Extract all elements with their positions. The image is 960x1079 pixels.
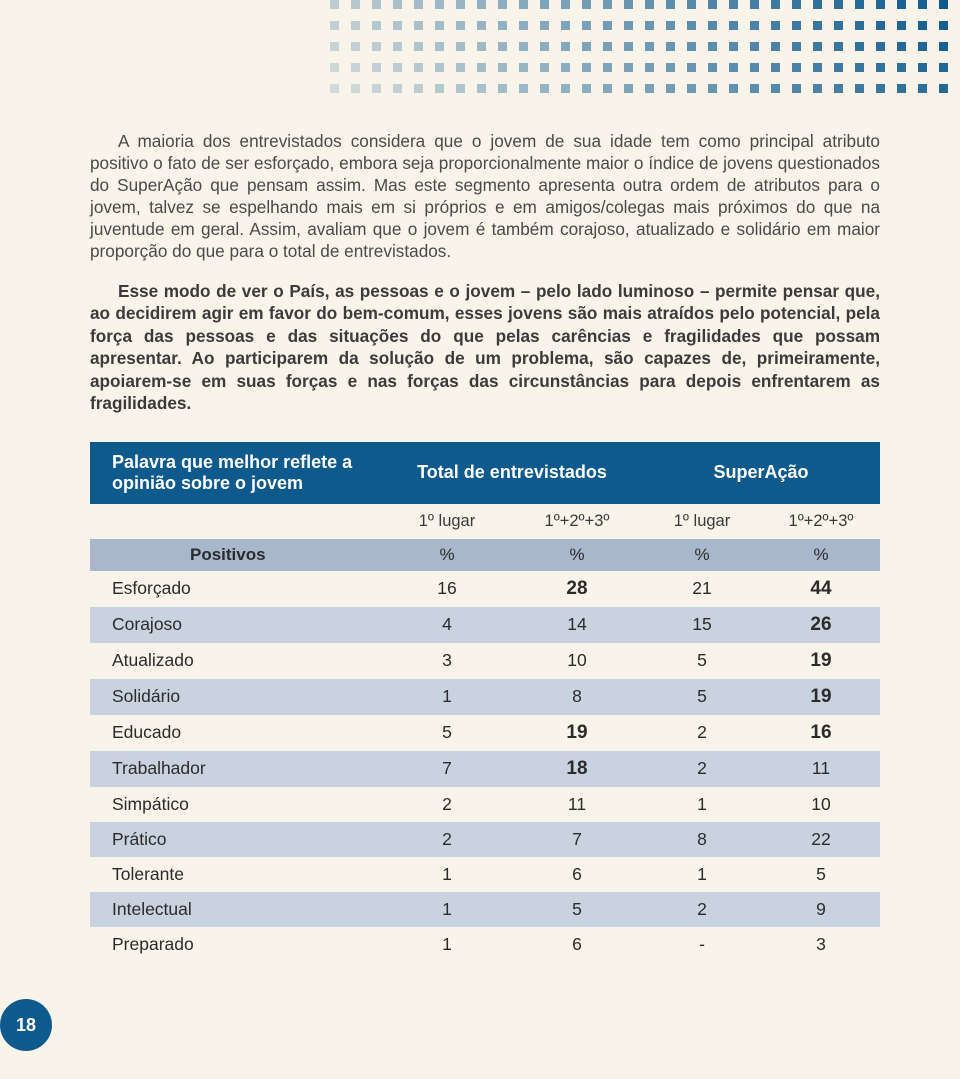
table-row: Preparado16-3 bbox=[90, 927, 880, 962]
subheader-c3: 1º lugar bbox=[642, 512, 762, 531]
row-c3: 2 bbox=[642, 899, 762, 920]
table-header-left: Palavra que melhor reflete a opinião sob… bbox=[112, 452, 382, 493]
table-row: Esforçado16282144 bbox=[90, 571, 880, 607]
row-c4: 16 bbox=[762, 722, 880, 744]
row-c4: 19 bbox=[762, 686, 880, 708]
row-c1: 4 bbox=[382, 614, 512, 635]
table-row: Educado519216 bbox=[90, 715, 880, 751]
row-c3: 2 bbox=[642, 758, 762, 779]
row-c4: 19 bbox=[762, 650, 880, 672]
table-header-row: Palavra que melhor reflete a opinião sob… bbox=[90, 442, 880, 503]
row-c2: 6 bbox=[512, 864, 642, 885]
row-label: Intelectual bbox=[112, 899, 382, 920]
row-c1: 1 bbox=[382, 864, 512, 885]
row-c2: 10 bbox=[512, 650, 642, 671]
table-row: Trabalhador718211 bbox=[90, 751, 880, 787]
row-label: Preparado bbox=[112, 934, 382, 955]
paragraph-1: A maioria dos entrevistados considera qu… bbox=[90, 130, 880, 262]
row-c4: 26 bbox=[762, 614, 880, 636]
row-c3: 2 bbox=[642, 722, 762, 743]
table-row: Simpático211110 bbox=[90, 787, 880, 822]
row-label: Tolerante bbox=[112, 864, 382, 885]
table-subheader-row: 1º lugar 1º+2º+3º 1º lugar 1º+2º+3º bbox=[90, 504, 880, 539]
row-c1: 3 bbox=[382, 650, 512, 671]
pct-c4: % bbox=[762, 545, 880, 565]
content-area: A maioria dos entrevistados considera qu… bbox=[90, 130, 880, 962]
row-c4: 22 bbox=[762, 829, 880, 850]
table-header-mid: Total de entrevistados bbox=[382, 462, 642, 483]
row-c3: - bbox=[642, 934, 762, 955]
row-c1: 1 bbox=[382, 686, 512, 707]
subheader-c4: 1º+2º+3º bbox=[762, 512, 880, 531]
page: A maioria dos entrevistados considera qu… bbox=[0, 0, 960, 1079]
row-label: Solidário bbox=[112, 686, 382, 707]
row-c1: 5 bbox=[382, 722, 512, 743]
pct-c1: % bbox=[382, 545, 512, 565]
subheader-c1: 1º lugar bbox=[382, 512, 512, 531]
row-label: Simpático bbox=[112, 794, 382, 815]
row-c2: 6 bbox=[512, 934, 642, 955]
row-label: Trabalhador bbox=[112, 758, 382, 779]
row-label: Educado bbox=[112, 722, 382, 743]
table-positivos-row: Positivos % % % % bbox=[90, 539, 880, 571]
row-c4: 9 bbox=[762, 899, 880, 920]
pct-c3: % bbox=[642, 545, 762, 565]
row-c3: 1 bbox=[642, 864, 762, 885]
row-c4: 3 bbox=[762, 934, 880, 955]
row-label: Prático bbox=[112, 829, 382, 850]
row-c2: 8 bbox=[512, 686, 642, 707]
row-c1: 16 bbox=[382, 578, 512, 599]
row-label: Esforçado bbox=[112, 578, 382, 599]
row-c4: 10 bbox=[762, 794, 880, 815]
table-row: Corajoso4141526 bbox=[90, 607, 880, 643]
paragraph-2-bold: Esse modo de ver o País, as pessoas e o … bbox=[90, 280, 880, 414]
positivos-label: Positivos bbox=[112, 545, 382, 565]
row-c3: 5 bbox=[642, 686, 762, 707]
table-header-right: SuperAção bbox=[642, 462, 880, 483]
row-c1: 1 bbox=[382, 899, 512, 920]
row-c2: 18 bbox=[512, 758, 642, 780]
table-row: Atualizado310519 bbox=[90, 643, 880, 679]
row-c2: 7 bbox=[512, 829, 642, 850]
row-c4: 44 bbox=[762, 578, 880, 600]
row-c4: 5 bbox=[762, 864, 880, 885]
row-c2: 5 bbox=[512, 899, 642, 920]
pct-c2: % bbox=[512, 545, 642, 565]
row-label: Atualizado bbox=[112, 650, 382, 671]
table-row: Tolerante1615 bbox=[90, 857, 880, 892]
table-row: Intelectual1529 bbox=[90, 892, 880, 927]
row-c3: 5 bbox=[642, 650, 762, 671]
row-c3: 8 bbox=[642, 829, 762, 850]
row-c2: 14 bbox=[512, 614, 642, 635]
table-row: Solidário18519 bbox=[90, 679, 880, 715]
row-c1: 1 bbox=[382, 934, 512, 955]
row-c2: 28 bbox=[512, 578, 642, 600]
row-c1: 2 bbox=[382, 794, 512, 815]
row-c3: 1 bbox=[642, 794, 762, 815]
decorative-dot-grid bbox=[320, 0, 960, 110]
row-c3: 21 bbox=[642, 578, 762, 599]
page-number-badge: 18 bbox=[0, 999, 52, 1051]
row-c1: 2 bbox=[382, 829, 512, 850]
row-c1: 7 bbox=[382, 758, 512, 779]
row-c2: 19 bbox=[512, 722, 642, 744]
table-row: Prático27822 bbox=[90, 822, 880, 857]
row-c4: 11 bbox=[762, 758, 880, 779]
attributes-table: Palavra que melhor reflete a opinião sob… bbox=[90, 442, 880, 961]
row-c2: 11 bbox=[512, 794, 642, 815]
subheader-c2: 1º+2º+3º bbox=[512, 512, 642, 531]
row-c3: 15 bbox=[642, 614, 762, 635]
row-label: Corajoso bbox=[112, 614, 382, 635]
